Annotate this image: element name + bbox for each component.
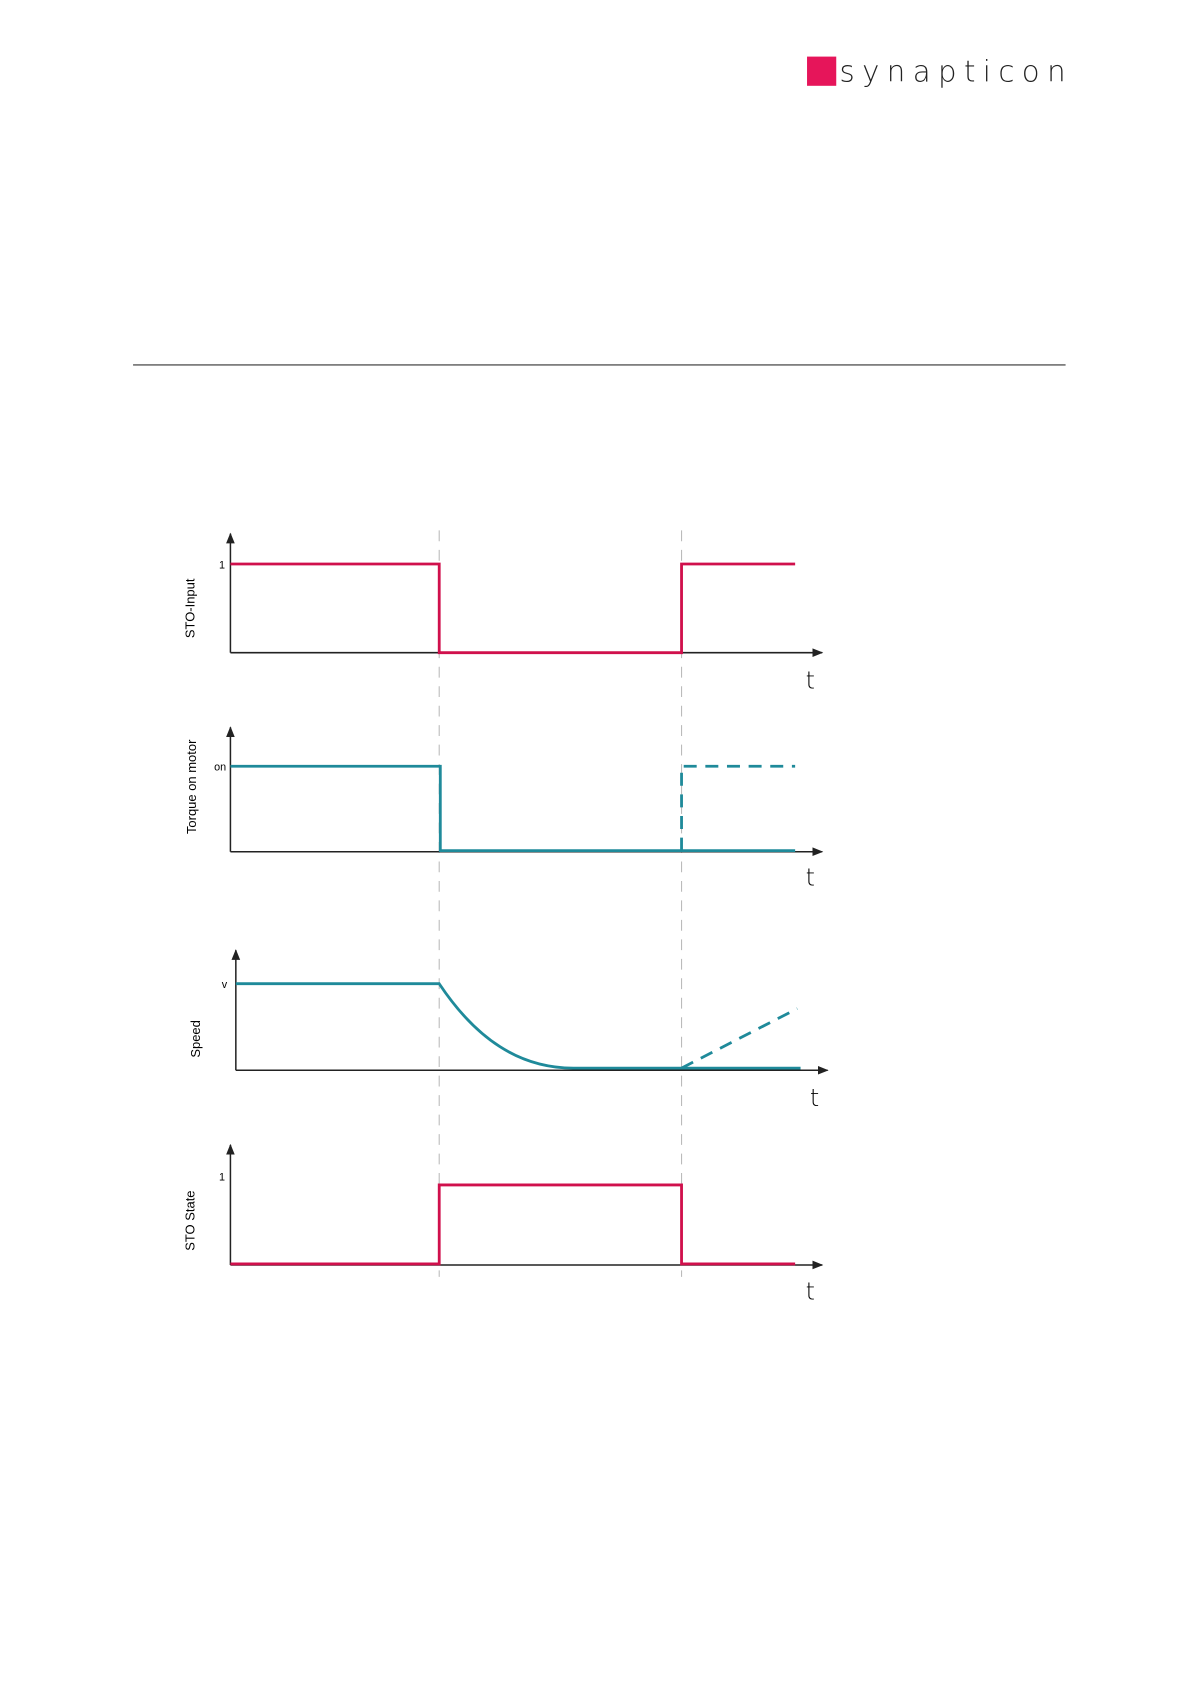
x-label: t [806,1278,815,1306]
signal [230,1183,796,1266]
level-label: on [214,762,226,774]
y-label: STO State [183,1190,198,1250]
panel-torque: on t Torque on motor [184,726,824,891]
logo: synapticon [807,54,1066,88]
y-label: Torque on motor [184,739,199,834]
x-label: t [806,666,815,694]
x-label: t [810,1084,819,1112]
level-label: 1 [219,559,225,571]
signal [230,764,796,853]
signal [230,562,796,655]
logo-text: synapticon [839,54,1066,88]
signal-dashed [680,764,796,851]
y-label: STO-Input [183,578,198,638]
logo-square [807,56,837,86]
panel-sto-input: 1 t STO-Input [183,532,824,694]
level-label: v [222,979,228,991]
y-label: Speed [188,1020,203,1058]
guides [438,530,683,1277]
signal-dashed [680,1007,798,1070]
panel-sto-state: 1 t STO State [183,1143,824,1306]
level-label: 1 [219,1172,225,1184]
signal [235,982,801,1070]
panel-speed: v t Speed [188,949,829,1112]
x-label: t [806,863,815,891]
